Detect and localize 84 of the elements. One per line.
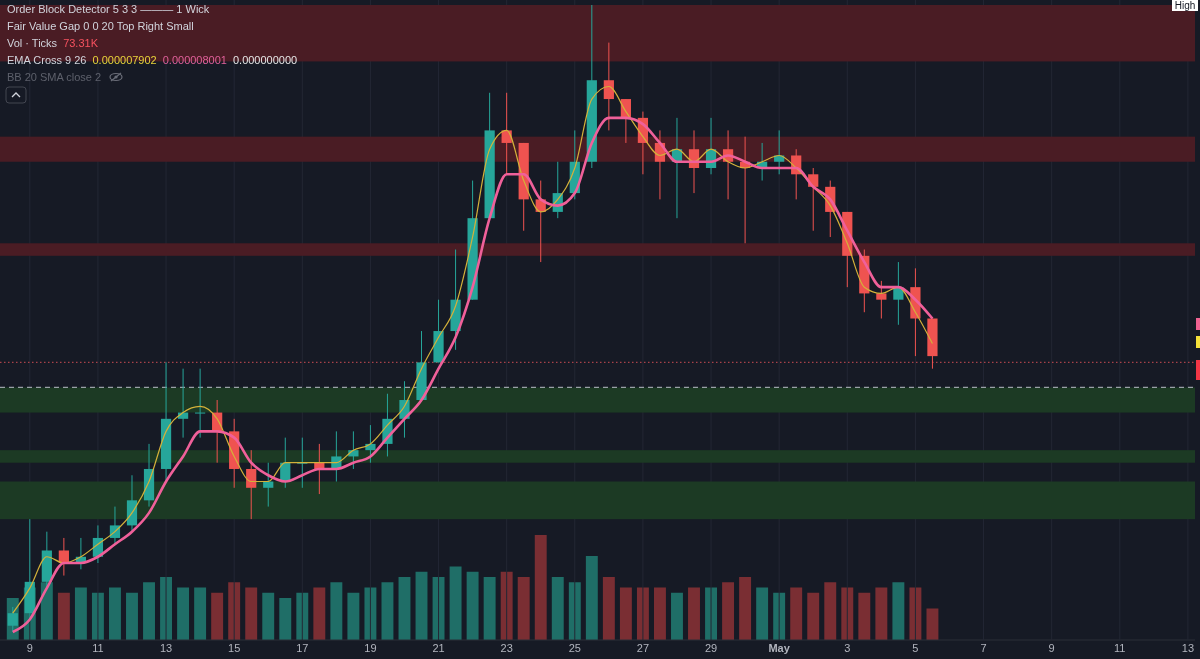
bar (126, 592, 138, 640)
annotation: 0.000008001 (162, 54, 227, 66)
bar (841, 587, 854, 640)
bar (279, 598, 292, 640)
candlestick (365, 424, 376, 464)
candlestick (58, 537, 69, 577)
candlestick (195, 368, 206, 439)
annotation: EMA Cross 9 26 (7, 54, 87, 66)
bar (381, 582, 394, 640)
bar (364, 587, 377, 640)
x-tick-label: 9 (1048, 642, 1055, 654)
bar (194, 587, 207, 640)
annotation: High (1174, 0, 1196, 11)
bar (517, 577, 530, 640)
candlestick (876, 280, 887, 319)
bar (619, 587, 632, 640)
bar (773, 592, 786, 640)
bar (892, 582, 905, 640)
bar (398, 577, 411, 640)
x-tick-label: 21 (432, 642, 445, 654)
x-tick-label: 11 (1114, 642, 1126, 654)
bar (57, 592, 70, 640)
annotation: 0.000000000 (232, 54, 298, 66)
x-tick-label: 19 (364, 642, 377, 654)
x-tick-label: 7 (980, 642, 987, 654)
bar (347, 592, 360, 640)
x-tick-label: May (768, 642, 791, 654)
x-tick-label: 23 (500, 642, 513, 654)
x-tick-label: 9 (26, 642, 33, 654)
bar (756, 587, 769, 640)
bar (602, 577, 615, 640)
annotation: Fair Value Gap 0 0 20 Top Right Small (7, 20, 194, 32)
x-tick-label: 13 (1181, 642, 1195, 654)
candlestick (263, 462, 274, 508)
bar (500, 571, 513, 640)
x-tick-label: 15 (228, 642, 241, 654)
bar (330, 582, 343, 640)
bar (432, 577, 445, 640)
bar (245, 587, 258, 640)
annotation: Order Block Detector 5 3 3 ——— 1 Wick (7, 3, 210, 15)
bar (313, 587, 326, 640)
x-tick-label: 29 (704, 642, 718, 654)
x-tick-label: 27 (636, 642, 650, 654)
annotation: 73.31K (63, 37, 99, 49)
bar (585, 556, 598, 640)
bar (449, 566, 462, 640)
bar (926, 608, 939, 640)
bar (109, 587, 121, 640)
candlestick (297, 437, 308, 489)
bar (466, 571, 479, 640)
bar (534, 535, 547, 640)
bar (296, 592, 309, 640)
annotation: BB 20 SMA close 2 (7, 71, 102, 83)
bar (177, 587, 190, 640)
annotation: Vol · Ticks (7, 37, 58, 49)
x-tick-label: 3 (844, 642, 851, 654)
bar (483, 577, 496, 640)
bar (551, 577, 564, 640)
candlestick (246, 449, 257, 520)
bar (790, 587, 803, 640)
bar (415, 571, 428, 640)
bar (739, 577, 752, 640)
x-tick-label: 17 (296, 642, 309, 654)
annotation: 0.000007902 (92, 54, 157, 66)
bar (262, 592, 275, 640)
bar (228, 582, 241, 640)
bar (688, 587, 700, 640)
bar (671, 592, 683, 640)
bar (653, 587, 666, 640)
bar (568, 582, 581, 640)
bar (211, 592, 224, 640)
bar (143, 582, 155, 640)
x-tick-label: 25 (568, 642, 581, 654)
x-tick-label: 5 (912, 642, 919, 654)
x-tick-label: 13 (159, 642, 173, 654)
bar (807, 592, 820, 640)
bar (74, 587, 87, 640)
x-tick-label: 11 (92, 642, 104, 654)
bar (824, 582, 837, 640)
bar (909, 587, 922, 640)
bar (722, 582, 735, 640)
bar (858, 592, 871, 640)
bar (875, 587, 888, 640)
candlestick (603, 42, 614, 131)
